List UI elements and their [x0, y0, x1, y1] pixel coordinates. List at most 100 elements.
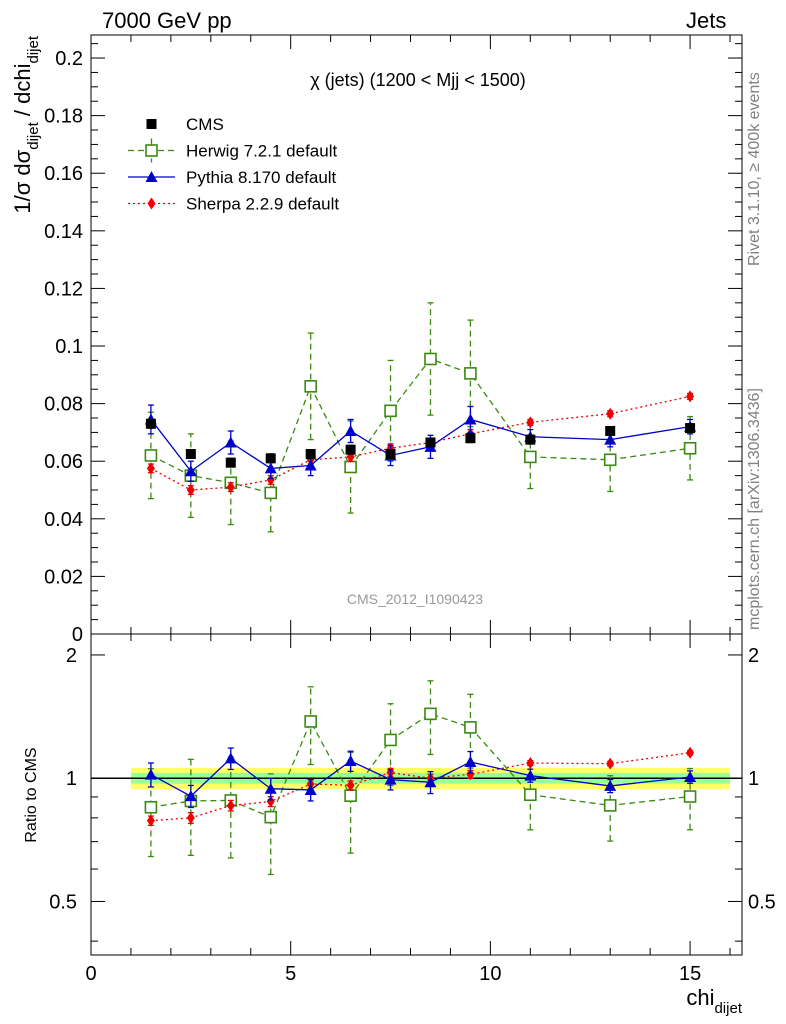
y-tick-label: 0.18: [44, 106, 83, 128]
herwig-ratio-point: [424, 707, 437, 721]
pythia-ratio-point: [604, 779, 617, 791]
y-tick-label: 0.2: [55, 48, 83, 70]
legend-label-herwig: Herwig 7.2.1 default: [186, 142, 337, 161]
cms-data-point: [345, 444, 356, 455]
herwig-data-point: [384, 404, 397, 418]
sherpa-data-point: [686, 390, 695, 403]
pythia-ratio-point: [304, 783, 317, 795]
pythia-ratio-point: [524, 769, 537, 781]
sherpa-data-point: [186, 484, 195, 497]
legend-label-cms: CMS: [186, 115, 224, 134]
herwig-ratio-point: [464, 721, 477, 734]
pythia-data-point: [464, 413, 477, 425]
ratio-plot-frame: [90, 633, 743, 956]
sherpa-data-point: [526, 416, 535, 429]
cms-data-point: [305, 449, 316, 460]
y-tick-label: 0.14: [44, 221, 83, 243]
legend-marker-cms: [146, 119, 157, 129]
legend-label-sherpa: Sherpa 2.2.9 default: [186, 195, 339, 214]
herwig-main-line: [150, 358, 691, 494]
ratio-y-tick-label-right: 2: [748, 645, 759, 667]
herwig-data-point: [344, 460, 357, 474]
y-axis-label: 1/σ dσdijet / dchidijet: [10, 35, 42, 213]
sherpa-ratio-point: [186, 811, 195, 824]
header-process-label: Jets: [686, 8, 727, 33]
y-tick-label: 0.08: [44, 394, 83, 416]
cms-data-point: [605, 425, 616, 436]
x-tick-label: 5: [285, 963, 296, 985]
sherpa-ratio-point: [146, 814, 155, 827]
cms-data-point: [145, 418, 156, 429]
cms-data-point: [465, 433, 476, 444]
cms-data-point: [525, 434, 536, 445]
ratio-y-tick-label-left: 1: [66, 768, 77, 790]
herwig-ratio-point: [264, 810, 278, 824]
y-tick-label: 0.1: [55, 336, 83, 358]
y-tick-label: 0.02: [44, 566, 83, 588]
ratio-y-tick-label-left: 0.5: [49, 891, 77, 913]
ratio-y-tick-label-right: 1: [748, 768, 759, 790]
cms-data-point: [685, 423, 696, 434]
cms-data-point: [185, 449, 196, 460]
x-tick-label: 10: [479, 963, 501, 985]
sherpa-ratio-point: [266, 795, 275, 808]
analysis-watermark: CMS_2012_I1090423: [347, 591, 483, 607]
ratio-y-axis-label: Ratio to CMS: [23, 747, 40, 842]
ratio-y-tick-label-right: 0.5: [748, 891, 776, 913]
sherpa-ratio-point: [686, 746, 695, 759]
pythia-ratio-point: [464, 755, 477, 767]
ratio-y-tick-label-left: 2: [66, 645, 77, 667]
sherpa-data-point: [226, 481, 235, 494]
legend-label-pythia: Pythia 8.170 default: [186, 168, 337, 187]
pythia-data-point: [264, 462, 277, 474]
pythia-ratio-point: [424, 776, 437, 788]
sherpa-data-point: [266, 473, 275, 486]
y-axis-label-subscript: dijet: [25, 35, 42, 63]
sherpa-ratio-point: [526, 757, 535, 770]
herwig-data-point: [264, 486, 278, 500]
herwig-data-point: [144, 449, 158, 462]
legend-marker-herwig: [145, 144, 158, 157]
herwig-data-point: [683, 441, 697, 455]
pythia-ratio-point: [384, 773, 397, 785]
herwig-data-point: [304, 380, 317, 393]
sherpa-ratio-point: [466, 768, 475, 781]
sherpa-ratio-line: [150, 752, 691, 822]
pythia-ratio-point: [344, 755, 357, 767]
legend-marker-sherpa: [147, 197, 156, 210]
legend-marker-pythia: [145, 171, 158, 182]
herwig-ratio-point: [524, 788, 537, 802]
x-axis-label: chidijet: [686, 985, 742, 1017]
sherpa-main-line: [150, 395, 691, 491]
herwig-data-point: [424, 352, 437, 366]
pythia-data-point: [304, 459, 317, 471]
pythia-data-point: [604, 433, 617, 445]
y-tick-label: 0: [72, 624, 83, 646]
herwig-ratio-point: [304, 715, 317, 728]
pythia-data-point: [184, 465, 197, 477]
herwig-ratio-line: [150, 713, 691, 819]
pythia-ratio-point: [264, 782, 277, 794]
herwig-ratio-point: [144, 800, 158, 814]
sherpa-ratio-point: [346, 779, 355, 792]
pythia-ratio-point: [184, 790, 197, 802]
y-tick-label: 0.06: [44, 451, 83, 473]
cms-data-point: [265, 453, 276, 464]
sherpa-ratio-point: [606, 757, 615, 770]
cms-data-point: [385, 449, 396, 460]
x-axis-label-main: chi: [686, 985, 714, 1010]
cms-data-point: [225, 457, 236, 468]
header-energy-label: 7000 GeV pp: [102, 8, 232, 33]
pythia-ratio-point: [684, 770, 697, 782]
y-tick-label: 0.16: [44, 163, 83, 185]
x-axis-label-subscript: dijet: [714, 1000, 742, 1017]
y-axis-label-subscript: dijet: [25, 121, 42, 149]
herwig-data-point: [464, 367, 477, 380]
sherpa-ratio-point: [226, 799, 235, 812]
cms-data-point: [425, 437, 436, 448]
y-axis-label-part: 1/σ dσ: [10, 149, 35, 213]
herwig-data-point: [603, 453, 617, 467]
pythia-data-point: [344, 424, 357, 436]
x-tick-label: 15: [679, 963, 701, 985]
